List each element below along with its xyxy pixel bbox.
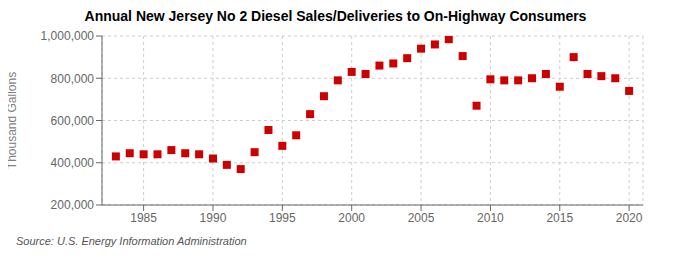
svg-text:2000: 2000 bbox=[338, 211, 365, 225]
svg-text:2005: 2005 bbox=[408, 211, 435, 225]
svg-text:1,000,000: 1,000,000 bbox=[41, 29, 95, 43]
svg-text:Thousand Gallons: Thousand Gallons bbox=[8, 72, 19, 169]
svg-text:200,000: 200,000 bbox=[51, 198, 95, 212]
html-text:Source: U.S. Energy Informatio: Source: U.S. Energy Information Administ… bbox=[16, 235, 247, 247]
svg-text:800,000: 800,000 bbox=[51, 72, 95, 86]
svg-text:1985: 1985 bbox=[130, 211, 157, 225]
svg-text:1990: 1990 bbox=[200, 211, 227, 225]
html-text:Annual New Jersey No 2 Diesel: Annual New Jersey No 2 Diesel Sales/Deli… bbox=[84, 8, 587, 24]
svg-text:2015: 2015 bbox=[546, 211, 573, 225]
svg-text:400,000: 400,000 bbox=[51, 156, 95, 170]
svg-text:600,000: 600,000 bbox=[51, 114, 95, 128]
svg-text:1995: 1995 bbox=[269, 211, 296, 225]
svg-text:2020: 2020 bbox=[616, 211, 643, 225]
svg-text:2010: 2010 bbox=[477, 211, 504, 225]
